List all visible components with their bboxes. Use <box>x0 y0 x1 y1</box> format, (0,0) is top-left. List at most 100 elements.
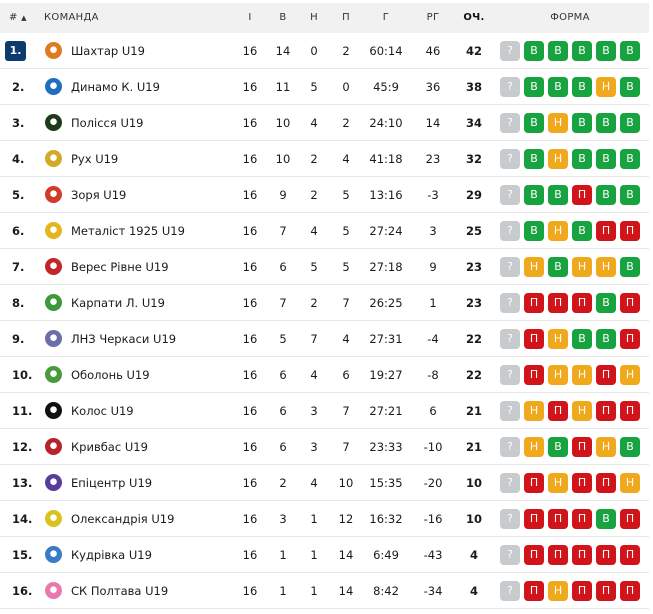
header-team[interactable]: КОМАНДА <box>44 12 99 23</box>
form-badge[interactable]: ? <box>500 149 520 169</box>
form-badge[interactable]: ? <box>500 329 520 349</box>
form-badge[interactable]: В <box>596 185 616 205</box>
form-badge[interactable]: Н <box>596 437 616 457</box>
team-name[interactable]: СК Полтава U19 <box>71 584 169 598</box>
form-badge[interactable]: Н <box>548 473 568 493</box>
team-name[interactable]: Шахтар U19 <box>71 44 145 58</box>
form-badge[interactable]: П <box>620 545 640 565</box>
form-badge[interactable]: ? <box>500 473 520 493</box>
form-badge[interactable]: П <box>572 545 592 565</box>
table-row[interactable]: 16. СК Полтава U19 16 1 1 14 8:42 -34 4? П Н П П П <box>0 573 649 609</box>
table-row[interactable]: 8. Карпати Л. U19 16 7 2 7 26:25 1 23? П П П В П <box>0 285 649 321</box>
form-badge[interactable]: В <box>620 41 640 61</box>
form-badge[interactable]: В <box>620 113 640 133</box>
table-row[interactable]: 2. Динамо К. U19 16 11 5 0 45:9 36 38? В В В Н В <box>0 69 649 105</box>
form-badge[interactable]: ? <box>500 437 520 457</box>
form-badge[interactable]: ? <box>500 257 520 277</box>
form-badge[interactable]: Н <box>620 365 640 385</box>
form-badge[interactable]: В <box>620 185 640 205</box>
team-name[interactable]: Верес Рівне U19 <box>71 260 169 274</box>
team-name[interactable]: Рух U19 <box>71 152 119 166</box>
form-badge[interactable]: ? <box>500 185 520 205</box>
form-badge[interactable]: П <box>620 509 640 529</box>
form-badge[interactable]: В <box>572 149 592 169</box>
table-row[interactable]: 1. Шахтар U19 16 14 0 2 60:14 46 42? В В В В В <box>0 33 649 69</box>
form-badge[interactable]: П <box>548 509 568 529</box>
header-diff[interactable]: РГ <box>426 12 440 23</box>
form-badge[interactable]: ? <box>500 221 520 241</box>
form-badge[interactable]: П <box>596 581 616 601</box>
table-row[interactable]: 3. Полісся U19 16 10 4 2 24:10 14 34? В Н В В В <box>0 105 649 141</box>
table-row[interactable]: 10. Оболонь U19 16 6 4 6 19:27 -8 22? П Н Н П Н <box>0 357 649 393</box>
table-row[interactable]: 13. Епіцентр U19 16 2 4 10 15:35 -20 10? П Н П П Н <box>0 465 649 501</box>
form-badge[interactable]: В <box>524 185 544 205</box>
form-badge[interactable]: П <box>572 293 592 313</box>
form-badge[interactable]: Н <box>572 257 592 277</box>
form-badge[interactable]: П <box>596 365 616 385</box>
form-badge[interactable]: В <box>572 329 592 349</box>
form-badge[interactable]: П <box>620 581 640 601</box>
form-badge[interactable]: ? <box>500 41 520 61</box>
form-badge[interactable]: П <box>596 221 616 241</box>
form-badge[interactable]: В <box>620 149 640 169</box>
form-badge[interactable]: В <box>596 293 616 313</box>
form-badge[interactable]: ? <box>500 509 520 529</box>
form-badge[interactable]: В <box>572 221 592 241</box>
form-badge[interactable]: ? <box>500 77 520 97</box>
header-played[interactable]: І <box>248 12 252 23</box>
header-draw[interactable]: Н <box>310 12 318 23</box>
form-badge[interactable]: В <box>620 437 640 457</box>
form-badge[interactable]: В <box>548 257 568 277</box>
form-badge[interactable]: Н <box>572 365 592 385</box>
form-badge[interactable]: В <box>596 329 616 349</box>
form-badge[interactable]: Н <box>620 473 640 493</box>
form-badge[interactable]: В <box>548 77 568 97</box>
form-badge[interactable]: П <box>524 473 544 493</box>
form-badge[interactable]: В <box>548 437 568 457</box>
form-badge[interactable]: П <box>524 545 544 565</box>
form-badge[interactable]: Н <box>524 437 544 457</box>
form-badge[interactable]: ? <box>500 545 520 565</box>
team-name[interactable]: Динамо К. U19 <box>71 80 160 94</box>
team-name[interactable]: Колос U19 <box>71 404 134 418</box>
form-badge[interactable]: Н <box>548 581 568 601</box>
form-badge[interactable]: ? <box>500 365 520 385</box>
team-name[interactable]: Зоря U19 <box>71 188 127 202</box>
form-badge[interactable]: В <box>596 113 616 133</box>
header-goals[interactable]: Г <box>382 12 390 23</box>
form-badge[interactable]: В <box>524 221 544 241</box>
form-badge[interactable]: П <box>596 545 616 565</box>
form-badge[interactable]: П <box>524 329 544 349</box>
team-name[interactable]: Оболонь U19 <box>71 368 150 382</box>
form-badge[interactable]: П <box>548 293 568 313</box>
form-badge[interactable]: Н <box>572 401 592 421</box>
form-badge[interactable]: П <box>620 401 640 421</box>
form-badge[interactable]: П <box>620 293 640 313</box>
form-badge[interactable]: Н <box>596 77 616 97</box>
form-badge[interactable]: В <box>596 509 616 529</box>
form-badge[interactable]: ? <box>500 581 520 601</box>
form-badge[interactable]: Н <box>548 221 568 241</box>
form-badge[interactable]: Н <box>524 401 544 421</box>
form-badge[interactable]: П <box>596 401 616 421</box>
form-badge[interactable]: В <box>596 41 616 61</box>
form-badge[interactable]: П <box>572 473 592 493</box>
form-badge[interactable]: П <box>572 437 592 457</box>
form-badge[interactable]: П <box>572 185 592 205</box>
form-badge[interactable]: ? <box>500 293 520 313</box>
form-badge[interactable]: Н <box>548 329 568 349</box>
table-row[interactable]: 12. Кривбас U19 16 6 3 7 23:33 -10 21? Н В П Н В <box>0 429 649 465</box>
team-name[interactable]: Епіцентр U19 <box>71 476 153 490</box>
form-badge[interactable]: П <box>524 509 544 529</box>
form-badge[interactable]: В <box>548 41 568 61</box>
table-row[interactable]: 6. Металіст 1925 U19 16 7 4 5 27:24 3 25? В Н В П П <box>0 213 649 249</box>
form-badge[interactable]: В <box>620 257 640 277</box>
form-badge[interactable]: Н <box>596 257 616 277</box>
form-badge[interactable]: П <box>572 509 592 529</box>
form-badge[interactable]: В <box>524 149 544 169</box>
form-badge[interactable]: П <box>596 473 616 493</box>
team-name[interactable]: ЛНЗ Черкаси U19 <box>71 332 177 346</box>
table-row[interactable]: 7. Верес Рівне U19 16 6 5 5 27:18 9 23? Н В Н Н В <box>0 249 649 285</box>
form-badge[interactable]: П <box>620 329 640 349</box>
team-name[interactable]: Полісся U19 <box>71 116 144 130</box>
